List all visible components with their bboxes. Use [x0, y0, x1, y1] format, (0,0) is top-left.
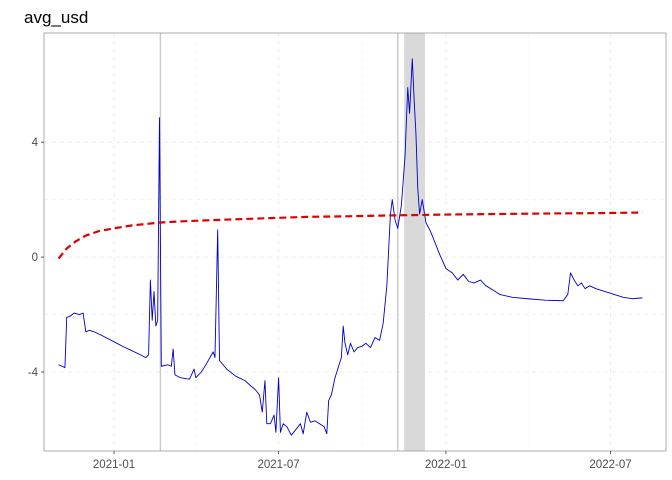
y-axis: -4 0 4: [28, 137, 44, 379]
x-axis: 2021-01 2021-07 2022-01 2022-07: [93, 451, 632, 471]
series-line-red-dashed: [57, 211, 643, 260]
plot-panel: [43, 32, 667, 452]
x-tick-label: 2021-07: [258, 459, 300, 471]
y-tick-label: 4: [32, 137, 39, 149]
x-tick-label: 2022-01: [425, 459, 467, 471]
y-tick-label: -4: [28, 367, 39, 379]
series-layer: [57, 58, 643, 436]
chart-title: avg_usd: [24, 8, 88, 27]
shaded-region-layer: [404, 33, 426, 451]
minor-gridlines: [44, 33, 666, 451]
x-tick-label: 2022-07: [589, 459, 631, 471]
major-gridlines: [44, 33, 666, 451]
series-line-blue: [58, 58, 643, 436]
y-tick-label: 0: [32, 252, 38, 264]
panel-border: [43, 32, 667, 452]
shaded-region: [404, 33, 426, 451]
x-tick-label: 2021-01: [93, 459, 135, 471]
